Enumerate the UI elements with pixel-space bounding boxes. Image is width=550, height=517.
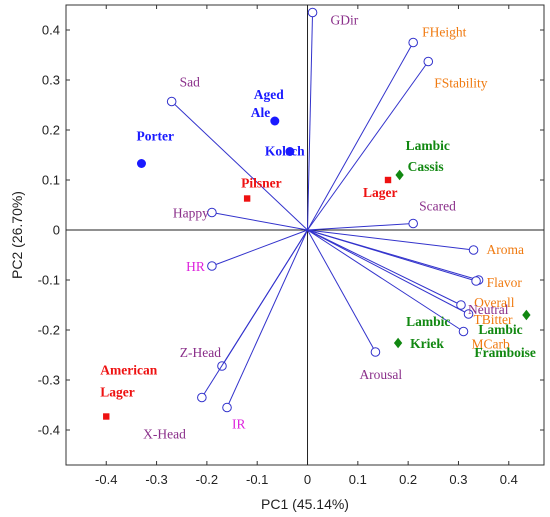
x-tick-label: -0.3 (145, 472, 167, 487)
beer-point-lambic-framboise (522, 309, 531, 321)
loading-point-neutral (456, 300, 466, 310)
beer-point-pilsner (243, 195, 251, 202)
loading-label-scared: Scared (419, 199, 456, 214)
beer-label-american-lager-1: American (100, 363, 157, 378)
loading-label-fheight: FHeight (422, 25, 467, 40)
y-tick-label: 0.2 (42, 123, 60, 138)
x-tick-label: 0.4 (500, 472, 518, 487)
loading-point-scared (408, 218, 418, 229)
beer-label-lambic-cassis-2: Cassis (408, 159, 444, 174)
y-tick-label: -0.4 (38, 423, 60, 438)
beer-point-lambic-kriek (393, 337, 403, 349)
loading-label-x-head: X-Head (143, 427, 186, 442)
loading-point-sad (166, 96, 177, 107)
loading-point-aroma (468, 245, 479, 255)
beer-label-porter: Porter (136, 129, 173, 144)
loading-point-mcarb (458, 326, 469, 337)
beer-point-kolsch (285, 147, 295, 156)
y-tick-label: -0.1 (38, 273, 60, 288)
beer-label-lambic-cassis-1: Lambic (406, 138, 450, 153)
beer-label-lambic-framboise-1: Lambic (478, 322, 522, 337)
beer-point-lager (384, 176, 392, 184)
beer-label-lambic-framboise-2: Framboise (474, 345, 536, 360)
loading-vector-aroma (307, 229, 474, 251)
x-tick-label: -0.2 (196, 472, 218, 487)
loading-label-overall: Overall (474, 295, 515, 310)
beer-label-lager: Lager (363, 185, 398, 200)
beer-point-american-lager (103, 413, 110, 420)
loading-label-ir: IR (232, 417, 246, 432)
y-tick-label: -0.3 (38, 373, 60, 388)
loading-vector-scared (307, 223, 414, 231)
x-tick-label: 0.3 (449, 472, 467, 487)
loading-label-fstability: FStability (434, 76, 488, 91)
x-tick-label: 0.1 (349, 472, 367, 487)
y-tick-label: 0.3 (42, 73, 60, 88)
loading-point-gdir (307, 7, 318, 18)
y-tick-label: 0.4 (42, 23, 60, 38)
loading-point-overall (471, 276, 481, 286)
x-axis-label: PC1 (45.14%) (261, 496, 349, 512)
loading-vector-arousal (307, 229, 376, 353)
y-tick-label: 0 (53, 223, 60, 238)
loading-label-sad: Sad (180, 75, 201, 90)
loading-label-z-head: Z-Head (180, 345, 221, 360)
loading-vector-gdir (307, 12, 314, 231)
y-tick-label: 0.1 (42, 173, 60, 188)
beer-label-american-lager-2: Lager (100, 385, 134, 400)
loading-point-ir (222, 402, 232, 413)
loading-label-hr: HR (186, 259, 205, 274)
beer-label-lambic-kriek-1: Lambic (406, 314, 450, 329)
loading-point-arousal (370, 347, 381, 357)
y-tick-label: -0.2 (38, 323, 60, 338)
loading-label-happy: Happy (173, 206, 209, 221)
loading-point-hr (207, 261, 217, 271)
x-tick-label: 0.2 (399, 472, 417, 487)
beer-label-kolsch: Kolsch (265, 144, 305, 159)
loading-vector-neutral (307, 229, 462, 306)
plot-frame (65, 4, 545, 466)
loading-vector-overall (307, 229, 477, 282)
beer-point-lambic-cassis (395, 169, 404, 181)
loading-label-aroma: Aroma (487, 242, 524, 257)
beer-label-aged-ale-1: Aged (254, 87, 284, 102)
loading-vector-x-head (201, 229, 308, 398)
beer-label-lambic-kriek-2: Kriek (410, 336, 444, 351)
beer-point-aged-ale (270, 116, 280, 126)
x-tick-label: -0.1 (246, 472, 268, 487)
loading-point-fheight (408, 37, 418, 48)
loading-vector-sad (171, 101, 308, 231)
loading-vector-fstability (307, 61, 429, 231)
loading-label-neutral: Neutral (468, 302, 509, 317)
x-tick-label: 0 (304, 472, 311, 487)
loading-point-tbitter (463, 309, 474, 319)
loading-point-happy (207, 207, 217, 218)
beer-point-porter (136, 159, 146, 168)
loading-label-mcarb: MCarb (471, 337, 509, 352)
loading-vector-mcarb (307, 229, 464, 332)
y-axis-label: PC2 (26.70%) (9, 191, 25, 279)
beer-label-aged-ale-2: Ale (251, 105, 271, 120)
loading-label-tbitter: TBitter (474, 312, 513, 327)
loading-point-fstability (423, 56, 434, 67)
loading-label-arousal: Arousal (359, 367, 402, 382)
loading-label-flavor: Flavor (487, 275, 523, 290)
loading-vector-tbitter (307, 229, 469, 315)
loading-vector-ir (226, 229, 308, 408)
beer-label-pilsner: Pilsner (241, 176, 282, 191)
x-tick-label: -0.4 (95, 472, 117, 487)
loading-label-gdir: GDir (331, 13, 359, 28)
loading-vector-happy (211, 212, 308, 231)
loading-point-x-head (197, 392, 207, 403)
loading-vector-fheight (307, 42, 414, 231)
loading-vector-hr (211, 229, 308, 267)
